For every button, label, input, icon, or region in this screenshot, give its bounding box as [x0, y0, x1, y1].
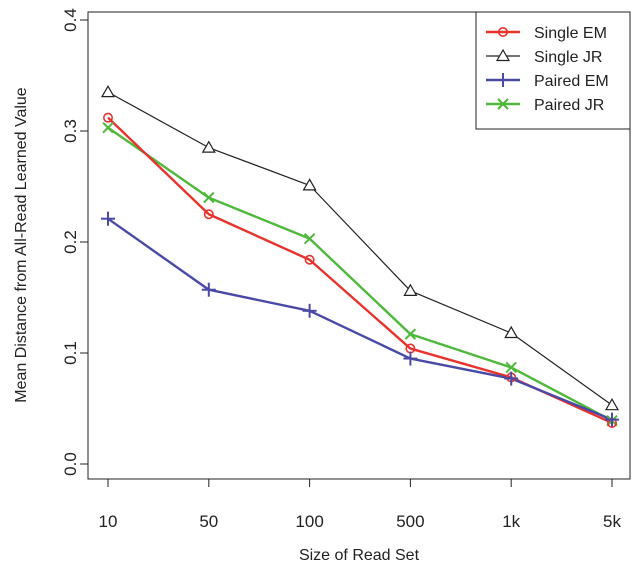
- series-line-single-em: [107, 116, 613, 425]
- series-markers: [100, 84, 620, 428]
- data-point-paired-em: [302, 303, 317, 318]
- data-point-single-jr: [302, 178, 317, 191]
- x-tick-label: 5k: [603, 512, 621, 531]
- data-point-single-em: [304, 254, 315, 265]
- legend-marker-paired-em: [496, 73, 510, 87]
- data-point-single-jr: [201, 140, 216, 153]
- legend-label-single-jr: Single JR: [534, 49, 602, 66]
- x-axis-title: Size of Read Set: [299, 547, 420, 564]
- legend-marker-single-em: [497, 26, 508, 37]
- legend-label-paired-em: Paired EM: [534, 73, 609, 90]
- legend-marker-paired-jr-b: [497, 98, 509, 110]
- data-point-single-em: [103, 112, 114, 123]
- series-line-paired-em: [107, 217, 613, 421]
- data-point-paired-jr: [404, 328, 417, 340]
- legend-marker-single-jr: [495, 48, 511, 62]
- data-point-paired-jr-b: [505, 361, 517, 374]
- x-tick-label: 1k: [502, 512, 520, 531]
- plot-frame: [87, 11, 631, 480]
- legend-label-paired-jr: Paired JR: [534, 97, 604, 114]
- data-point-single-jr: [504, 325, 519, 339]
- legend-label-single-em: Single EM: [534, 25, 607, 42]
- y-tick-label: 0.2: [61, 230, 80, 254]
- data-point-paired-jr: [505, 361, 517, 374]
- data-point-paired-jr-b: [404, 328, 417, 340]
- data-point-paired-em: [605, 412, 619, 427]
- y-axis: 0.0 0.1 0.2 0.3 0.4: [61, 8, 88, 476]
- series-lines: [107, 91, 613, 425]
- y-tick-label: 0.0: [61, 452, 80, 476]
- y-tick-label: 0.3: [61, 119, 80, 143]
- x-tick-label: 500: [396, 512, 424, 531]
- x-axis: 10 50 100 500 1k 5k: [99, 479, 621, 531]
- data-point-paired-jr-b: [203, 191, 215, 204]
- data-point-single-jr: [604, 397, 620, 411]
- data-point-paired-em: [504, 371, 519, 386]
- series-line-paired-jr: [107, 126, 613, 422]
- data-point-paired-jr: [303, 232, 316, 245]
- data-point-paired-jr-b: [303, 232, 316, 245]
- x-tick-label: 50: [199, 512, 218, 531]
- data-point-paired-jr: [102, 121, 114, 134]
- y-tick-label: 0.1: [61, 341, 80, 365]
- data-point-paired-em: [403, 351, 418, 366]
- data-point-paired-em: [201, 282, 216, 297]
- x-tick-label: 10: [99, 512, 118, 531]
- data-point-paired-em: [101, 211, 115, 226]
- data-point-single-jr: [403, 283, 418, 296]
- data-point-paired-jr: [203, 191, 215, 204]
- legend: Single EM Single JR Paired EM Paired JR: [475, 11, 631, 130]
- data-point-paired-jr-b: [102, 121, 114, 134]
- series-line-single-jr: [107, 91, 613, 406]
- data-point-single-jr: [100, 84, 116, 98]
- data-point-single-em: [203, 209, 214, 220]
- legend-marker-paired-jr: [497, 98, 509, 110]
- x-tick-label: 100: [295, 512, 323, 531]
- y-tick-label: 0.4: [61, 8, 80, 32]
- y-axis-title: Mean Distance from All-Read Learned Valu…: [13, 87, 30, 403]
